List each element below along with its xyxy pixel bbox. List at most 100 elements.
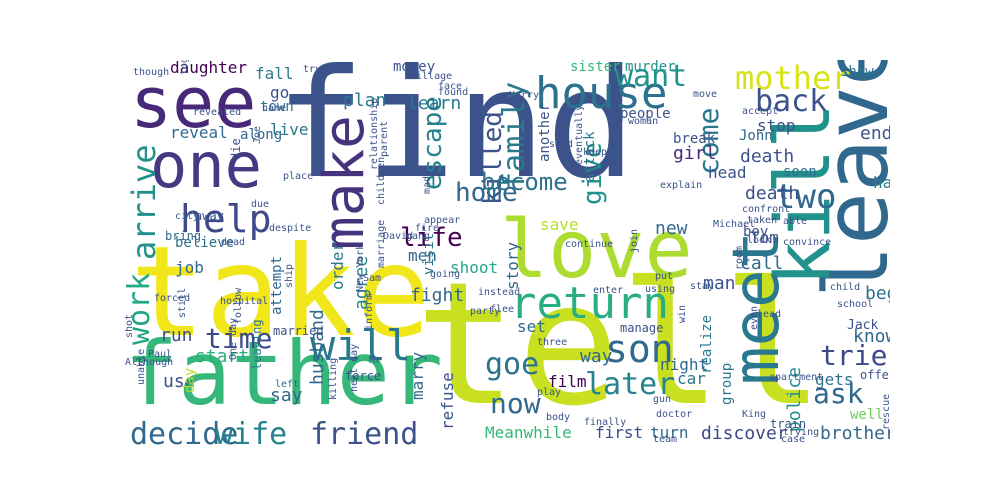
word-trying: trying (783, 427, 820, 438)
word-save: save (540, 215, 579, 234)
word-start: start (195, 346, 250, 367)
word-two: two (775, 177, 837, 217)
word-town: town (260, 99, 294, 115)
word-although: Although (125, 357, 174, 368)
word-going: going (430, 269, 461, 280)
word-killing: killing (328, 357, 339, 400)
word-car: car (677, 369, 706, 388)
word-continue: continue (565, 239, 614, 250)
word-men: men (408, 246, 437, 265)
word-hand: hand (873, 173, 890, 192)
word-meanwhile: Meanwhile (485, 423, 572, 442)
word-boy: boy (743, 224, 769, 240)
word-three: three (537, 337, 568, 348)
word-know: know (853, 326, 890, 347)
word-head: head (708, 163, 747, 182)
word-believe: believe (175, 235, 235, 251)
word-marriage: marriage (376, 219, 387, 268)
word-revealed: revealed (193, 107, 242, 118)
word-end: end (860, 123, 890, 144)
word-fire: fire (415, 223, 440, 234)
word-body: body (546, 412, 571, 423)
word-learn: learn (407, 93, 462, 114)
word-daughter: daughter (170, 60, 248, 77)
word-made: made (422, 169, 433, 194)
word-realize: realize (699, 314, 715, 374)
word-despite: despite (269, 223, 312, 234)
word-stop: stop (757, 116, 796, 135)
word-using: using (645, 284, 676, 295)
word-move: move (693, 89, 718, 100)
word-mr: Mr (369, 355, 382, 366)
word-sam: Sam (363, 273, 382, 284)
word-village: village (410, 71, 453, 82)
word-mother: mother (735, 60, 851, 97)
word-reveal: reveal (170, 123, 228, 142)
word-call: call (740, 253, 784, 274)
word-left: left (275, 379, 300, 390)
word-together: together (179, 60, 190, 75)
word-finally: finally (584, 417, 627, 428)
word-son: son (605, 327, 674, 371)
word-decide: decide (130, 417, 239, 446)
word-along: along (240, 127, 283, 143)
word-sister: sister (570, 60, 621, 75)
word-hospital: hospital (220, 296, 269, 307)
word-help: help (180, 197, 272, 241)
word-become: become (481, 168, 568, 196)
word-ship: ship (284, 263, 295, 288)
word-brother: brother (820, 423, 890, 444)
word-murder: murder (625, 60, 676, 75)
word-gets: gets (815, 370, 854, 389)
word-david: David (383, 231, 414, 242)
word-back: back (755, 84, 828, 119)
word-away: away (195, 209, 224, 223)
word-people: people (620, 106, 671, 122)
word-leaving: leaving (250, 319, 264, 370)
word-city: city (175, 211, 200, 222)
word-go: go (270, 83, 290, 102)
word-apartment: apartment (769, 372, 824, 383)
word-bring: bring (165, 229, 202, 243)
word-night: night (660, 355, 709, 374)
word-appear: appear (424, 215, 461, 226)
word-look: look (747, 235, 772, 246)
word-play: play (537, 387, 562, 398)
word-group: group (719, 362, 735, 405)
word-follow: follow (233, 287, 244, 324)
word-film: film (548, 372, 587, 391)
word-keep: keep (583, 147, 608, 158)
word-gang: gang (406, 231, 431, 242)
word-team: team (653, 434, 678, 445)
word-shot: shot (125, 313, 135, 338)
word-ask: ask (813, 377, 864, 410)
word-jack: Jack (847, 318, 879, 333)
word-take: take (130, 220, 432, 365)
word-instead: instead (478, 287, 521, 298)
word-win: win (677, 304, 688, 323)
word-one: one (150, 129, 262, 202)
word-run: run (160, 325, 193, 346)
word-place: place (283, 171, 314, 182)
word-rescue: rescue (881, 393, 890, 430)
word-cloud: findtelltakefatherseeoneloveleavekillmee… (125, 60, 890, 445)
word-one-day: One day (228, 317, 239, 360)
word-shoot: shoot (450, 258, 499, 277)
word-found: found (438, 87, 469, 98)
word-begin: begin (865, 283, 890, 304)
word-manage: manage (620, 321, 664, 335)
word-turn: turn (650, 423, 689, 442)
word-want: want (615, 60, 688, 94)
word-attempt: attempt (269, 255, 285, 315)
word-live: live (270, 120, 309, 139)
word-john: John (739, 128, 773, 144)
word-joe: Joe (252, 125, 263, 144)
word-convince: convince (783, 237, 832, 248)
word-show: show (840, 64, 874, 80)
word-return: return (510, 278, 669, 329)
word-put: put (655, 271, 674, 282)
word-new-york: New York (355, 243, 366, 292)
word-able: able (783, 216, 808, 227)
word-story: story (503, 241, 522, 290)
word-will: will (310, 321, 412, 370)
